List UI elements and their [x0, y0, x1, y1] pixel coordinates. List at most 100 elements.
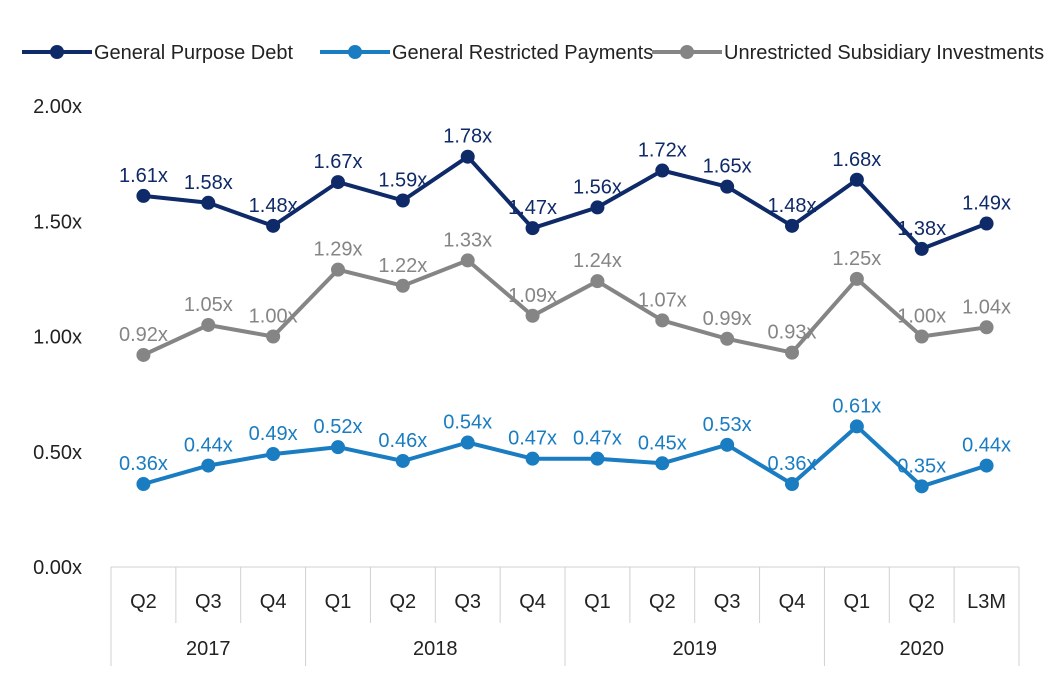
- y-tick-label: 0.00x: [33, 557, 82, 579]
- data-point: [331, 440, 345, 455]
- data-label: 1.29x: [314, 239, 363, 261]
- data-label: 1.49x: [962, 193, 1011, 215]
- x-axis: Q2 Q3 Q4 Q1 Q2 Q3 Q4 Q1 Q2 Q3 Q4 Q1 Q2 L3M 2017 2018 201…: [110, 566, 1020, 666]
- x-tick-label: Q3: [195, 591, 222, 613]
- data-point: [201, 195, 216, 210]
- data-point: [136, 477, 151, 492]
- data-label: 1.67x: [314, 151, 363, 173]
- x-tick-label: Q4: [779, 591, 806, 613]
- data-point: [395, 453, 410, 468]
- data-label: 1.68x: [832, 149, 881, 171]
- x-tick-label: Q1: [584, 591, 611, 613]
- data-point: [136, 347, 151, 362]
- data-point: [331, 175, 345, 190]
- data-label: 0.61x: [832, 395, 881, 417]
- data-label: 1.65x: [703, 156, 752, 178]
- y-tick-label: 1.50x: [33, 211, 82, 233]
- data-point: [201, 458, 216, 473]
- data-label: 0.36x: [119, 453, 168, 475]
- x-tick-label: Q1: [844, 591, 871, 613]
- data-label: 1.38x: [897, 218, 946, 240]
- y-tick-label: 1.00x: [33, 327, 82, 349]
- data-point: [525, 308, 540, 323]
- x-tick-label: Q4: [519, 591, 546, 613]
- data-label: 0.49x: [249, 423, 298, 445]
- data-label: 0.44x: [184, 435, 233, 457]
- y-axis: 0.00x 0.50x 1.00x 1.50x 2.00x: [33, 96, 82, 579]
- data-point: [655, 456, 670, 471]
- data-label: 1.05x: [184, 294, 233, 316]
- series-line: [141, 258, 989, 357]
- series-lines: [141, 154, 989, 489]
- legend-marker: [680, 45, 694, 59]
- x-tick-label: Q2: [908, 591, 935, 613]
- data-point: [331, 262, 345, 277]
- data-point: [720, 437, 735, 452]
- data-label: 1.61x: [119, 165, 168, 187]
- data-label: 1.25x: [832, 248, 881, 270]
- year-label: 2019: [672, 638, 717, 660]
- x-tick-label: Q2: [649, 591, 676, 613]
- data-point: [720, 179, 735, 194]
- data-label: 1.22x: [378, 255, 427, 277]
- x-tick-label: Q4: [260, 591, 287, 613]
- data-label: 0.54x: [443, 412, 492, 434]
- data-label: 1.56x: [573, 176, 622, 198]
- legend-label: Unrestricted Subsidiary Investments: [724, 42, 1044, 64]
- data-label: 0.53x: [703, 414, 752, 436]
- data-point: [979, 320, 994, 335]
- data-point: [201, 317, 216, 332]
- data-label: 1.33x: [443, 229, 492, 251]
- x-tick-label: L3M: [967, 591, 1006, 613]
- data-point: [460, 149, 475, 164]
- data-label: 0.92x: [119, 324, 168, 346]
- legend: General Purpose Debt General Restricted P…: [22, 42, 1044, 64]
- data-point: [720, 331, 735, 346]
- data-label: 1.59x: [378, 170, 427, 192]
- year-label: 2020: [899, 638, 944, 660]
- data-point: [266, 447, 281, 462]
- data-label: 1.09x: [508, 285, 557, 307]
- data-point: [849, 172, 864, 187]
- data-label: 0.35x: [897, 455, 946, 477]
- x-tick-label: Q3: [714, 591, 741, 613]
- data-point: [849, 271, 864, 286]
- data-point: [979, 216, 994, 231]
- data-point: [590, 274, 605, 289]
- data-label: 1.58x: [184, 172, 233, 194]
- data-point: [395, 278, 410, 293]
- data-label: 1.78x: [443, 126, 492, 148]
- data-label: 0.46x: [378, 430, 427, 452]
- x-tick-label: Q3: [454, 591, 481, 613]
- series-points: [136, 149, 994, 494]
- data-label: 1.00x: [897, 306, 946, 328]
- data-point: [460, 435, 475, 450]
- y-tick-label: 0.50x: [33, 442, 82, 464]
- data-point: [525, 451, 540, 466]
- data-point: [785, 477, 799, 492]
- x-tick-label: Q2: [390, 591, 417, 613]
- legend-marker: [50, 45, 64, 59]
- data-label: 0.47x: [573, 428, 622, 450]
- data-label: 1.00x: [249, 306, 298, 328]
- data-point: [525, 221, 540, 236]
- legend-label: General Purpose Debt: [94, 42, 293, 64]
- data-point: [655, 313, 670, 328]
- data-label: 1.47x: [508, 197, 557, 219]
- data-label: 0.93x: [768, 322, 817, 344]
- data-point: [785, 345, 799, 360]
- data-point: [266, 218, 281, 233]
- data-label: 0.45x: [638, 432, 687, 454]
- data-point: [914, 479, 929, 494]
- data-label: 0.99x: [703, 308, 752, 330]
- data-point: [590, 200, 605, 215]
- legend-marker: [348, 45, 362, 59]
- year-label: 2018: [413, 638, 458, 660]
- data-label: 0.36x: [768, 453, 817, 475]
- y-tick-label: 2.00x: [33, 96, 82, 118]
- data-label: 1.24x: [573, 250, 622, 272]
- data-label: 0.44x: [962, 435, 1011, 457]
- legend-label: General Restricted Payments: [392, 42, 653, 64]
- data-point: [460, 253, 475, 268]
